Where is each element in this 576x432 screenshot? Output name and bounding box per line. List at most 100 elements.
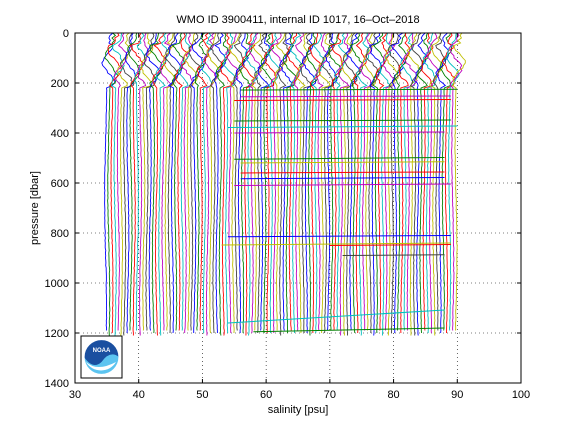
profile-spike bbox=[253, 327, 445, 333]
x-tick-label: 30 bbox=[69, 389, 81, 401]
x-tick-label: 100 bbox=[512, 389, 530, 401]
profile-spike bbox=[342, 254, 445, 256]
profile-spike bbox=[227, 125, 458, 128]
profile-line bbox=[159, 33, 173, 331]
profile-line bbox=[276, 33, 290, 336]
profile-line bbox=[196, 33, 210, 331]
profile-line bbox=[152, 33, 167, 336]
profile-line bbox=[188, 33, 201, 331]
profile-line bbox=[286, 33, 300, 331]
profile-line bbox=[349, 33, 363, 334]
profile-line bbox=[358, 33, 374, 331]
profile-line bbox=[417, 33, 430, 334]
profile-line bbox=[353, 33, 367, 334]
profile-line bbox=[183, 33, 198, 331]
profile-line bbox=[432, 33, 447, 331]
profile-line bbox=[330, 33, 344, 331]
y-tick-label: 1400 bbox=[45, 378, 69, 390]
profile-line bbox=[104, 33, 119, 336]
profile-line bbox=[391, 33, 406, 334]
profile-line bbox=[215, 33, 230, 336]
profile-spike bbox=[240, 161, 445, 164]
x-tick-label: 60 bbox=[260, 389, 272, 401]
profile-line bbox=[194, 33, 208, 331]
profile-line bbox=[315, 33, 330, 331]
profile-spike bbox=[234, 99, 451, 101]
profile-line bbox=[145, 33, 160, 331]
profile-spike bbox=[227, 309, 445, 324]
profile-line bbox=[435, 33, 450, 334]
profile-line bbox=[235, 33, 249, 334]
profile-line bbox=[164, 33, 180, 334]
profile-line bbox=[228, 33, 242, 334]
profile-line bbox=[422, 33, 437, 334]
profile-line bbox=[274, 33, 288, 331]
profile-line bbox=[324, 33, 338, 331]
y-tick-label: 600 bbox=[51, 178, 69, 190]
profile-line bbox=[167, 33, 182, 334]
profile-spike bbox=[240, 177, 445, 180]
profile-line bbox=[110, 33, 125, 336]
profile-line bbox=[363, 33, 376, 331]
profile-line bbox=[180, 33, 194, 333]
profile-spike bbox=[240, 95, 451, 98]
profile-line bbox=[301, 33, 317, 334]
profile-line bbox=[137, 33, 149, 336]
x-tick-label: 70 bbox=[324, 389, 336, 401]
axis-ticks bbox=[74, 32, 522, 384]
y-tick-label: 1000 bbox=[45, 278, 69, 290]
profile-line bbox=[398, 33, 411, 334]
profile-line bbox=[264, 33, 278, 334]
profile-line bbox=[308, 33, 322, 334]
profile-line bbox=[241, 33, 256, 336]
profile-spike bbox=[329, 244, 451, 246]
axes-frame bbox=[74, 32, 522, 384]
x-tick-label: 40 bbox=[133, 389, 145, 401]
profile-line bbox=[219, 33, 233, 336]
profile-line bbox=[209, 33, 224, 334]
y-tick-label: 1200 bbox=[45, 328, 69, 340]
y-tick-label: 0 bbox=[63, 28, 69, 40]
profile-line bbox=[238, 33, 253, 334]
profile-line bbox=[318, 33, 331, 334]
profile-line bbox=[375, 33, 390, 331]
chart-title: WMO ID 3900411, internal ID 1017, 16–Oct… bbox=[176, 14, 419, 26]
y-axis-label: pressure [dbar] bbox=[29, 171, 41, 245]
profile-line bbox=[190, 33, 205, 333]
profile-line bbox=[394, 33, 408, 331]
profile-line bbox=[387, 33, 402, 334]
profile-line bbox=[119, 33, 135, 336]
noaa-logo-text: NOAA bbox=[93, 348, 111, 354]
profile-spike bbox=[221, 242, 451, 246]
profile-line bbox=[178, 33, 192, 331]
x-tick-label: 80 bbox=[387, 389, 399, 401]
profile-spike bbox=[234, 157, 445, 160]
profile-spike bbox=[234, 183, 451, 186]
profile-line bbox=[337, 33, 352, 336]
profile-line bbox=[213, 33, 226, 333]
profile-line bbox=[129, 33, 144, 336]
profile-line bbox=[311, 33, 326, 334]
profile-spike bbox=[240, 171, 445, 174]
salinity-profiles bbox=[101, 33, 466, 336]
x-tick-labels: 30 40 50 60 70 80 90 100 bbox=[69, 389, 530, 401]
profile-line bbox=[293, 33, 306, 331]
y-tick-label: 800 bbox=[51, 228, 69, 240]
profile-line bbox=[403, 33, 418, 331]
profile-line bbox=[171, 33, 186, 331]
profile-line bbox=[107, 33, 122, 334]
profile-line bbox=[296, 33, 309, 334]
profile-line bbox=[127, 33, 141, 331]
profile-line bbox=[289, 33, 303, 334]
profile-line bbox=[174, 33, 189, 331]
profile-line bbox=[372, 33, 386, 334]
y-tick-label: 400 bbox=[51, 128, 69, 140]
profile-line bbox=[232, 33, 246, 331]
x-tick-label: 90 bbox=[451, 389, 463, 401]
profile-line bbox=[365, 33, 380, 334]
profile-spike bbox=[227, 235, 451, 238]
profile-spike bbox=[240, 88, 458, 91]
profile-line bbox=[250, 33, 266, 331]
profile-line bbox=[113, 33, 128, 331]
profile-line bbox=[267, 33, 281, 334]
